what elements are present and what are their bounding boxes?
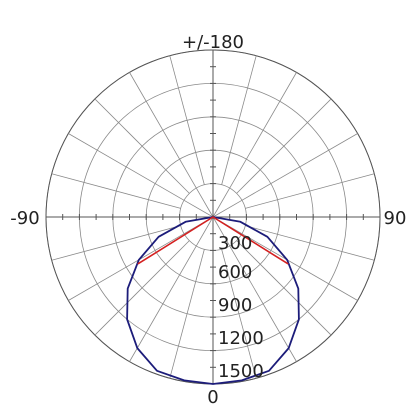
grid-spoke-45 [236,240,332,336]
grid-spoke-105 [245,173,375,209]
radial-tick-900: 900 [218,295,252,316]
grid-spoke-285 [51,225,181,261]
angle-label-right: 90 [384,208,407,229]
grid-spoke-150 [229,72,297,189]
grid-inner-spoke-330 [195,216,214,247]
radial-tick-1500: 1500 [218,361,264,382]
angle-label-left: -90 [10,208,39,229]
polar-grid [45,49,381,385]
grid-spoke-240 [68,133,185,201]
grid-spoke-225 [94,98,190,194]
grid-spoke-345 [169,249,205,379]
radial-tick-300: 300 [218,233,252,254]
grid-spoke-165 [221,55,257,185]
grid-inner-spoke-210 [195,187,214,218]
polar-series [126,216,300,385]
grid-inner-spoke-120 [212,199,243,218]
grid-spoke-315 [94,240,190,336]
grid-inner-spoke-240 [183,199,214,218]
radial-tick-600: 600 [218,262,252,283]
grid-spoke-210 [129,72,197,189]
grid-spoke-255 [51,173,181,209]
angle-label-bottom: 0 [207,387,218,408]
radial-tick-1200: 1200 [218,328,264,349]
grid-spoke-60 [241,233,358,301]
grid-spoke-195 [169,55,205,185]
grid-spoke-135 [236,98,332,194]
polar-labels: +/-180 -90 90 0 300 600 900 1200 1500 [10,32,406,408]
grid-inner-spoke-150 [212,187,231,218]
grid-inner-spoke-30 [212,216,231,247]
grid-spoke-75 [245,225,375,261]
grid-spoke-330 [129,245,197,362]
grid-spoke-300 [68,233,185,301]
grid-spoke-30 [229,245,297,362]
grid-spoke-15 [221,249,257,379]
angle-label-top: +/-180 [182,32,244,53]
grid-spoke-120 [241,133,358,201]
